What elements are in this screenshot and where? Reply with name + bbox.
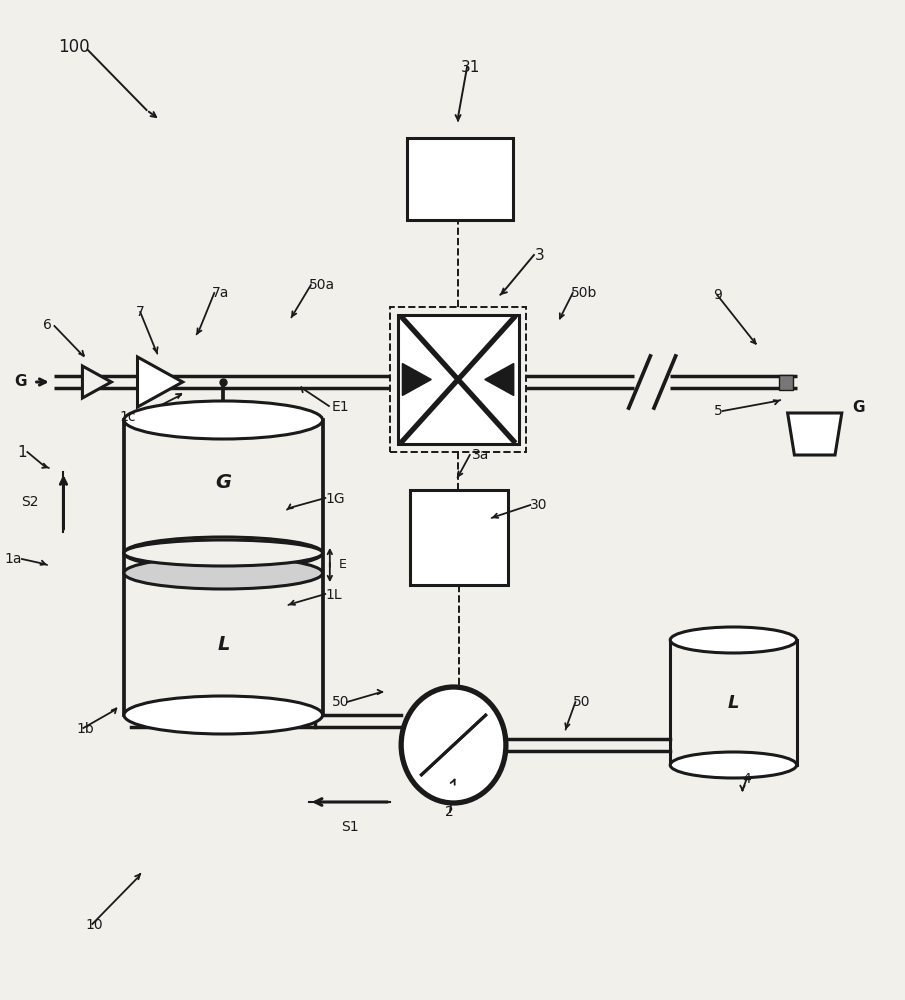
Text: 7a: 7a — [212, 286, 229, 300]
Polygon shape — [485, 363, 514, 395]
Text: 1G: 1G — [325, 492, 345, 506]
Text: 10: 10 — [85, 918, 103, 932]
Ellipse shape — [124, 401, 322, 439]
Text: E1: E1 — [331, 400, 349, 414]
Text: 30: 30 — [530, 498, 548, 512]
Text: 1: 1 — [18, 445, 27, 460]
Text: G: G — [14, 374, 26, 389]
Text: G: G — [215, 473, 232, 492]
Text: 5: 5 — [714, 404, 722, 418]
Ellipse shape — [671, 627, 796, 653]
Text: 50b: 50b — [571, 286, 597, 300]
Text: 3: 3 — [535, 248, 545, 263]
Text: 3a: 3a — [472, 448, 489, 462]
Polygon shape — [787, 413, 842, 455]
Text: 2: 2 — [444, 805, 453, 819]
Bar — [410, 490, 508, 585]
Text: 100: 100 — [58, 38, 90, 56]
Text: S2: S2 — [21, 495, 38, 509]
Bar — [390, 307, 526, 452]
Text: 1a: 1a — [5, 552, 22, 566]
Polygon shape — [82, 366, 111, 398]
Text: 7: 7 — [136, 305, 145, 319]
Text: L: L — [217, 636, 230, 654]
Polygon shape — [138, 357, 183, 407]
Polygon shape — [403, 363, 432, 395]
Text: 1c: 1c — [119, 410, 136, 424]
Text: 9: 9 — [713, 288, 722, 302]
Ellipse shape — [671, 752, 796, 778]
Ellipse shape — [124, 696, 322, 734]
Text: L: L — [728, 694, 739, 712]
Text: 4: 4 — [742, 772, 751, 786]
Ellipse shape — [124, 537, 322, 569]
Bar — [406, 138, 513, 220]
Bar — [397, 315, 519, 444]
Text: 50a: 50a — [310, 278, 335, 292]
Text: 50: 50 — [332, 695, 349, 709]
Text: 31: 31 — [461, 60, 481, 75]
Text: 50: 50 — [573, 695, 590, 709]
Text: 6: 6 — [43, 318, 52, 332]
Text: 1L: 1L — [325, 588, 342, 602]
Text: E: E — [338, 558, 347, 572]
Text: S1: S1 — [341, 820, 358, 834]
Text: 1b: 1b — [76, 722, 94, 736]
Circle shape — [401, 687, 506, 803]
Ellipse shape — [124, 540, 322, 566]
Bar — [779, 374, 793, 389]
Text: G: G — [853, 400, 865, 416]
Ellipse shape — [124, 557, 322, 589]
